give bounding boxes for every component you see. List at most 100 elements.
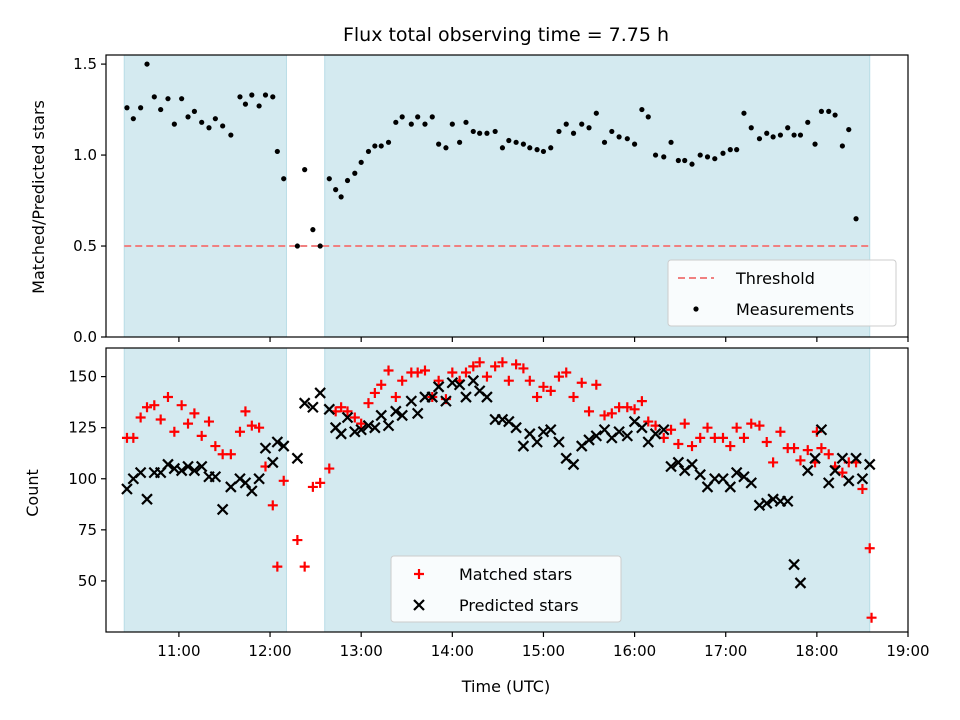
measurement-point <box>513 139 519 145</box>
matched-star-point <box>816 443 827 454</box>
predicted-star-point <box>460 391 472 403</box>
measurement-point <box>228 132 234 138</box>
measurement-point <box>805 119 811 125</box>
matched-star-point <box>481 371 492 382</box>
measurement-point <box>586 125 592 131</box>
predicted-star-point <box>162 458 174 471</box>
legend-measurement-swatch <box>693 306 699 312</box>
matched-star-point <box>307 481 318 492</box>
measurement-point <box>408 121 414 127</box>
measurement-point <box>548 145 554 151</box>
measurement-point <box>853 216 859 222</box>
plot-frame <box>105 54 909 338</box>
measurement-point <box>818 108 825 114</box>
predicted-star-point <box>396 409 408 422</box>
measurement-point <box>645 114 651 120</box>
measurement-point <box>593 110 599 116</box>
y-tick-label: 125 <box>68 419 97 437</box>
matched-star-point <box>666 424 677 435</box>
measurement-point <box>422 121 428 127</box>
measurement-point <box>212 116 218 122</box>
predicted-star-point <box>842 475 855 487</box>
matched-star-point <box>725 441 736 452</box>
measurement-point <box>697 152 703 158</box>
y-tick-label: 0.0 <box>73 328 97 346</box>
matched-star-point <box>196 430 207 441</box>
measurement-point <box>748 125 754 131</box>
matched-star-point <box>342 406 353 417</box>
matched-star-point <box>497 357 508 368</box>
y-tick-label: 1.5 <box>73 55 97 73</box>
matched-star-point <box>356 418 367 429</box>
measurement-point <box>704 154 711 160</box>
x-tick-label: 11:00 <box>157 642 200 660</box>
predicted-star-point <box>121 483 133 495</box>
predicted-star-point <box>822 477 835 489</box>
measurement-point <box>777 132 784 138</box>
matched-star-point <box>695 432 706 443</box>
measurement-point <box>144 61 150 67</box>
matched-star-point <box>702 422 713 433</box>
measurement-point <box>601 139 608 145</box>
matched-star-point <box>210 441 221 452</box>
predicted-star-point <box>195 460 208 473</box>
predicted-star-point <box>686 458 698 471</box>
predicted-star-point <box>277 440 290 452</box>
measurement-point <box>764 130 770 136</box>
legend-label: Measurements <box>736 300 854 319</box>
measurement-point <box>429 114 435 120</box>
measurement-point <box>365 148 372 155</box>
matched-star-point <box>474 357 485 368</box>
predicted-star-point <box>375 409 388 422</box>
legend-predicted-swatch <box>413 599 425 611</box>
matched-star-point <box>538 381 549 392</box>
predicted-star-point <box>440 395 452 407</box>
measurement-point <box>179 96 185 102</box>
measurement-point <box>520 141 527 147</box>
matched-star-point <box>679 418 690 429</box>
measurement-point <box>372 143 378 149</box>
legend-box <box>390 555 622 623</box>
predicted-star-point <box>426 391 439 403</box>
matched-star-point <box>643 416 654 427</box>
predicted-star-point <box>567 458 580 471</box>
predicted-star-point <box>636 421 648 434</box>
measurement-point <box>477 130 483 136</box>
predicted-star-point <box>649 428 662 440</box>
predicted-star-point <box>453 378 466 391</box>
y-tick-label: 75 <box>78 521 97 539</box>
measurement-point <box>256 103 262 109</box>
measurement-point <box>661 154 667 160</box>
measurement-point <box>281 176 287 182</box>
matched-star-point <box>591 379 602 390</box>
matched-star-point <box>349 412 360 423</box>
predicted-star-point <box>510 421 522 434</box>
legend-box <box>667 259 897 327</box>
observing-interval <box>123 347 287 633</box>
measurement-point <box>151 94 157 100</box>
predicted-star-point <box>856 472 869 485</box>
top-y-axis-title: Matched/Predicted stars <box>29 100 48 294</box>
measurement-point <box>839 143 845 149</box>
predicted-star-point <box>850 452 862 465</box>
matched-star-point <box>789 443 800 454</box>
measurement-point <box>470 128 476 135</box>
predicted-star-point <box>369 421 381 434</box>
measurement-point <box>675 157 681 164</box>
measurement-point <box>484 130 490 136</box>
matched-star-point <box>240 406 251 417</box>
predicted-star-point <box>788 558 800 571</box>
predicted-star-point <box>291 452 304 465</box>
measurement-point <box>457 139 463 145</box>
measurement-point <box>326 176 332 182</box>
matched-star-point <box>553 371 564 382</box>
matched-star-point <box>447 367 458 378</box>
measurement-point <box>791 132 797 138</box>
predicted-star-point <box>271 436 284 448</box>
x-tick-label: 15:00 <box>522 642 565 660</box>
measurement-point <box>770 134 776 140</box>
predicted-star-point <box>341 411 354 424</box>
matched-star-point <box>142 402 153 413</box>
matched-star-point <box>369 387 380 398</box>
